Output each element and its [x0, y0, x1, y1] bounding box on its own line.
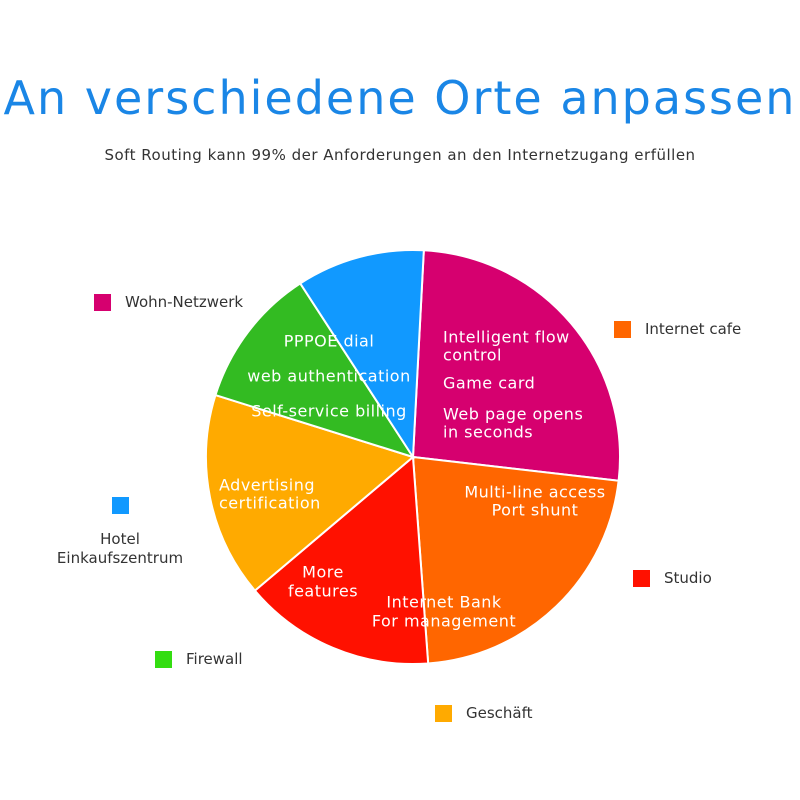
- legend-swatch-firewall: [155, 650, 172, 668]
- legend-swatch-geschaeft: [435, 704, 452, 722]
- pie-slice-studio: [253, 454, 430, 665]
- slice-label-wohn-netzwerk-0: PPPOE dial: [284, 332, 375, 351]
- legend-swatch-internet-cafe: [614, 320, 631, 338]
- page-title: An verschiedene Orte anpassen: [3, 71, 797, 125]
- legend-swatch-wohn-netzwerk: [94, 293, 111, 311]
- legend-swatch-studio: [633, 569, 650, 587]
- slice-label-studio-0: Multi-line access: [464, 483, 605, 502]
- legend-swatch-hotel: [111, 497, 129, 514]
- slice-label-internet-cafe-0: Intelligent flow: [443, 328, 570, 347]
- legend-label-internet-cafe: Internet cafe: [645, 320, 742, 338]
- pie-slice-gesch-ft: [205, 393, 416, 593]
- legend-label-geschaeft: Geschäft: [466, 704, 533, 722]
- page-subtitle: Soft Routing kann 99% der Anforderungen …: [104, 146, 696, 164]
- slice-label-internet-cafe-4: in seconds: [443, 423, 533, 442]
- slice-label-firewall-1: features: [288, 582, 358, 601]
- legend-item-wohn-netzwerk: Wohn-Netzwerk: [94, 293, 243, 311]
- legend-label-firewall: Firewall: [186, 650, 243, 668]
- legend-label-studio: Studio: [664, 569, 712, 587]
- slice-label-internet-cafe-1: control: [443, 346, 502, 365]
- legend-label-hotel-line2: Einkaufszentrum: [56, 549, 184, 567]
- legend-label-hotel-line1: Hotel: [100, 530, 140, 548]
- slice-label-wohn-netzwerk-2: Self-service billing: [251, 402, 407, 421]
- slice-label-wohn-netzwerk-1: web authentication: [247, 367, 410, 386]
- legend-item-studio: Studio: [633, 569, 712, 587]
- pie-slice-hotel-einkaufszentrum: [298, 248, 425, 461]
- slice-label-hotel-einkaufszentrum-0: Advertising: [219, 476, 315, 495]
- legend-item-internet-cafe: Internet cafe: [614, 320, 741, 338]
- slice-label-internet-cafe-2: Game card: [443, 374, 535, 393]
- legend-item-firewall: Firewall: [155, 650, 243, 668]
- pie-slice-wohn-netzwerk: [411, 249, 622, 482]
- slice-label-gesch-ft-1: For management: [372, 612, 516, 631]
- pie-slice-firewall: [214, 282, 416, 459]
- slice-label-internet-cafe-3: Web page opens: [443, 405, 583, 424]
- legend-item-geschaeft: Geschäft: [435, 704, 533, 722]
- slice-label-gesch-ft-0: Internet Bank: [386, 593, 502, 612]
- slice-label-studio-1: Port shunt: [492, 501, 579, 520]
- slice-label-hotel-einkaufszentrum-1: certification: [219, 494, 321, 513]
- legend-item-hotel: Hotel Einkaufszentrum: [40, 497, 200, 568]
- legend-label-wohn-netzwerk: Wohn-Netzwerk: [125, 293, 244, 311]
- pie-slice-internet-cafe: [411, 455, 620, 665]
- slice-label-firewall-0: More: [302, 563, 344, 582]
